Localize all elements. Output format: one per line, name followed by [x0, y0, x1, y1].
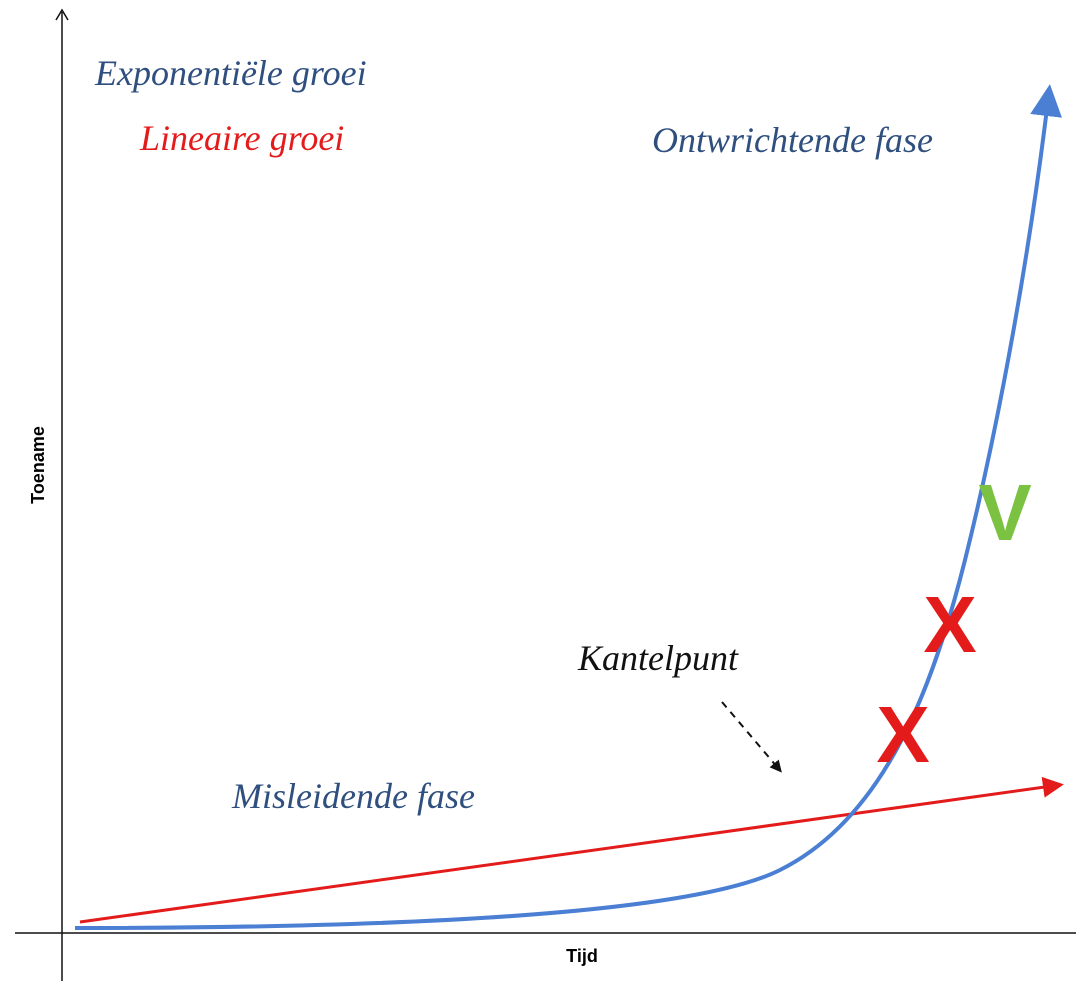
y-axis-label: Toename — [28, 426, 48, 504]
exponential-curve — [74, 84, 1062, 930]
check-mark: V — [978, 468, 1031, 557]
annotation-tipping: Kantelpunt — [577, 638, 739, 678]
x-axis-label: Tijd — [566, 946, 598, 966]
linear-line — [79, 776, 1064, 924]
legend-exponential: Exponentiële groei — [94, 53, 367, 93]
cross-mark: X — [876, 690, 929, 779]
legend-linear: Lineaire groei — [139, 118, 344, 158]
annotation-deceptive: Misleidende fase — [231, 776, 475, 816]
annotation-disruptive: Ontwrichtende fase — [652, 120, 933, 160]
tipping-arrow — [721, 701, 782, 773]
y-axis-arrow — [55, 8, 69, 21]
cross-mark: X — [923, 580, 976, 669]
